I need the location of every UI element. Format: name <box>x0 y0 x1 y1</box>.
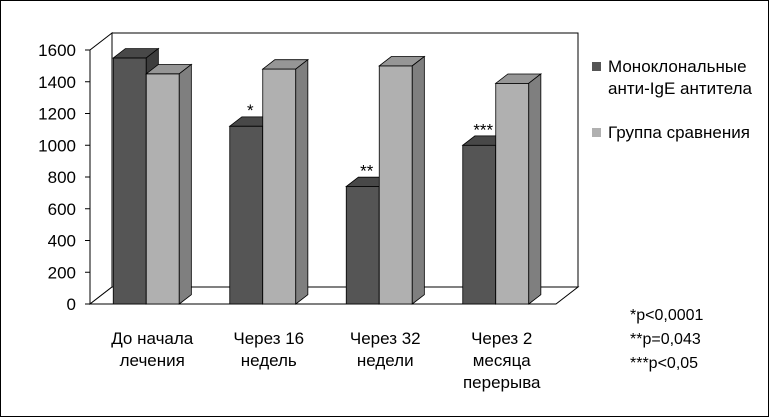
significance-notes: *p<0,0001 **p=0,043 ***p<0,05 <box>630 304 703 376</box>
legend-swatch-series-2 <box>592 128 601 137</box>
x-tick-label: лечения <box>120 351 185 370</box>
legend-item-series-1: Моноклональные анти-IgE антитела <box>592 56 767 100</box>
note-1: *p<0,0001 <box>630 307 704 324</box>
y-tick-label: 1000 <box>38 136 76 155</box>
bar-2-2 <box>262 68 297 305</box>
y-tick-label: 1600 <box>38 41 76 60</box>
significance-marker: ** <box>360 162 374 181</box>
note-2: **p=0,043 <box>630 331 701 348</box>
bar-side-2-2 <box>295 58 309 305</box>
y-tick-label: 600 <box>48 200 76 219</box>
y-tick-label: 200 <box>48 263 76 282</box>
note-3: ***p<0,05 <box>630 355 699 372</box>
significance-marker: * <box>247 101 254 120</box>
x-tick-label: недель <box>241 351 297 370</box>
x-tick-label: месяца <box>473 351 532 370</box>
bar-side-2-1 <box>178 63 192 305</box>
legend: Моноклональные анти-IgE антитела Группа … <box>592 56 767 144</box>
legend-label-series-2: Группа сравнения <box>608 123 750 142</box>
y-tick-label: 800 <box>48 168 76 187</box>
bar-1-3 <box>345 186 380 305</box>
bar-2-4 <box>495 82 530 305</box>
legend-label-series-1-line2: анти-IgE антитела <box>608 79 753 98</box>
y-tick-label: 1400 <box>38 73 76 92</box>
bar-1-2 <box>229 125 264 305</box>
y-tick-label: 400 <box>48 232 76 251</box>
x-tick-label: Через 32 <box>350 329 421 348</box>
bar-side-2-3 <box>411 55 425 305</box>
legend-item-series-2: Группа сравнения <box>592 122 767 144</box>
y-tick-label: 0 <box>67 295 76 314</box>
bar-1-4 <box>462 144 497 305</box>
x-tick-label: Через 2 <box>471 329 532 348</box>
legend-swatch-series-1 <box>592 62 601 71</box>
bar-2-3 <box>378 65 413 305</box>
bar-1-1 <box>112 57 147 305</box>
x-tick-label: недели <box>357 351 414 370</box>
side-wall <box>89 31 113 306</box>
x-tick-label: Через 16 <box>233 329 304 348</box>
x-tick-label: До начала <box>111 329 194 348</box>
x-tick-label: перерыва <box>463 373 541 392</box>
bar-2-1 <box>145 73 180 305</box>
bar-side-2-4 <box>528 73 542 305</box>
significance-marker: *** <box>473 120 493 139</box>
legend-label-series-1-line1: Моноклональные <box>608 57 747 76</box>
y-tick-label: 1200 <box>38 105 76 124</box>
